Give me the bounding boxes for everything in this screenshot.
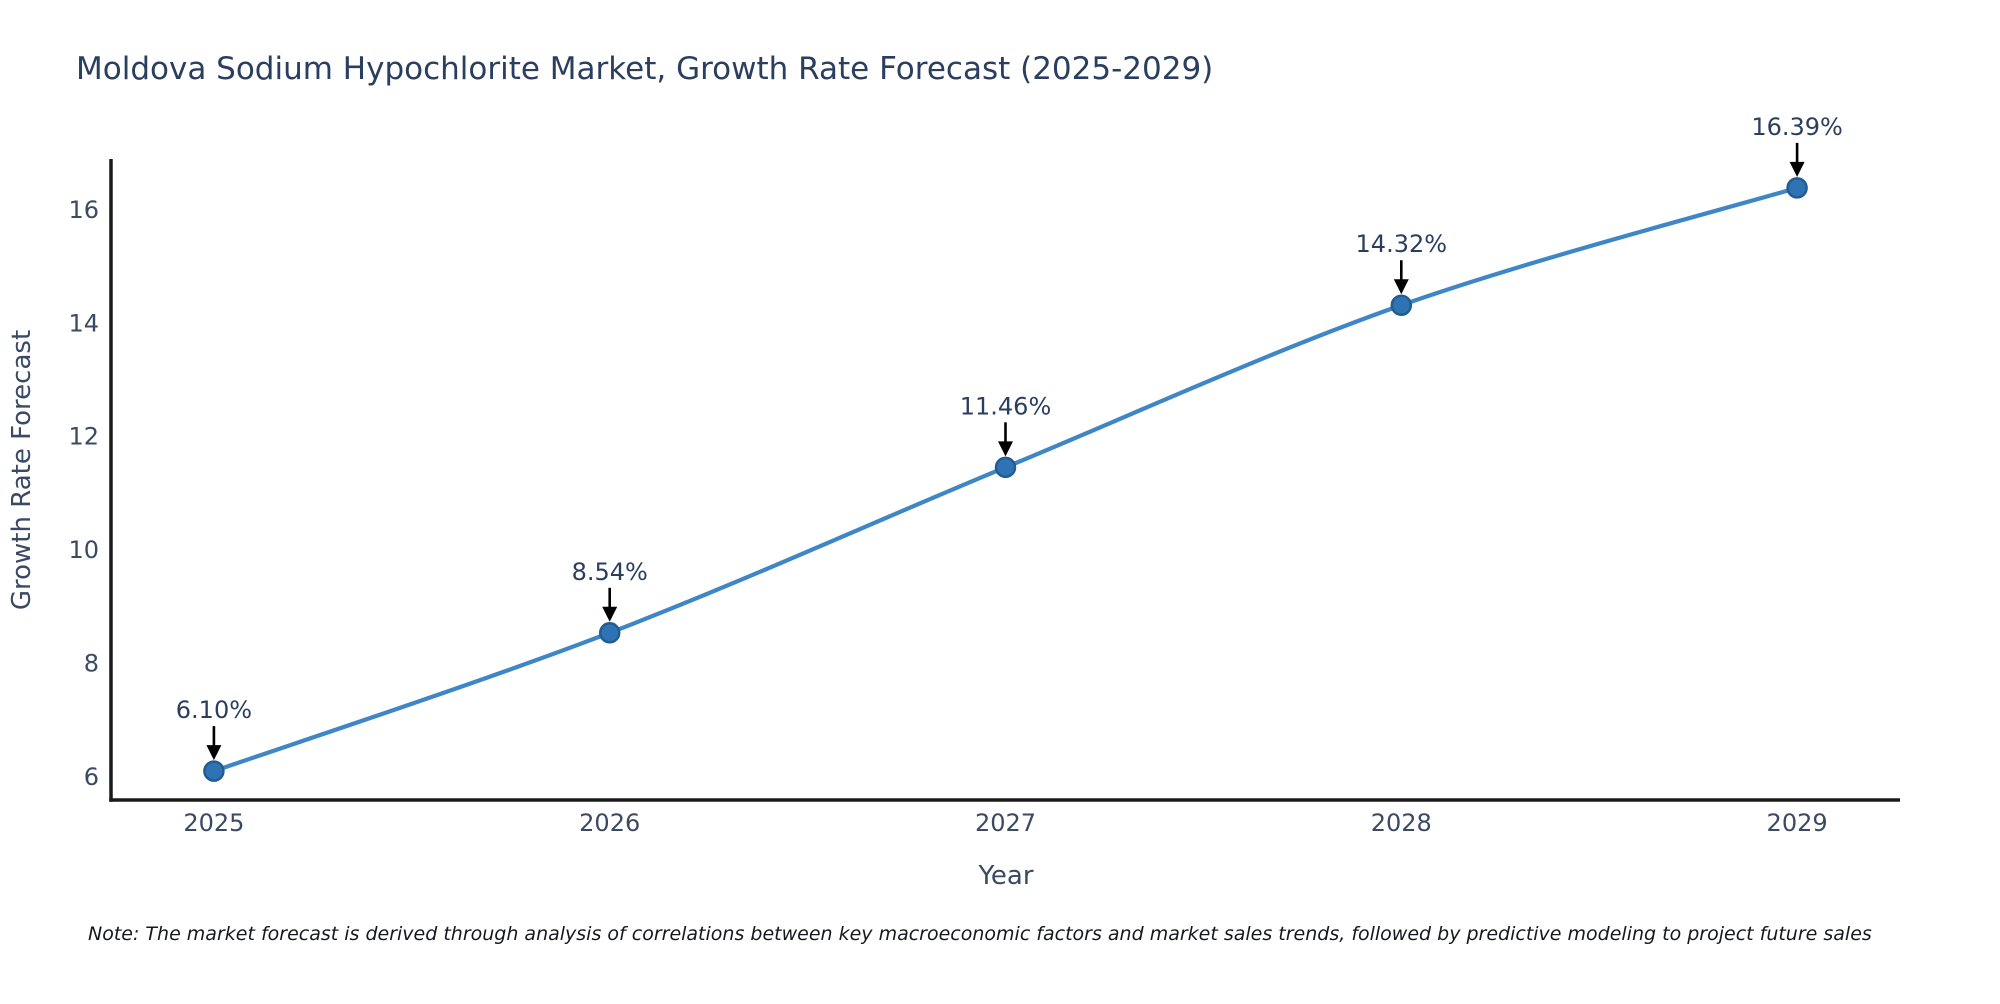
x-tick-label: 2029 bbox=[1767, 809, 1828, 837]
x-tick-label: 2027 bbox=[975, 809, 1036, 837]
data-point-marker bbox=[598, 622, 621, 644]
forecast-line-group bbox=[211, 185, 1800, 774]
x-tick-labels: 2025 2026 2027 2028 2029 bbox=[183, 809, 1827, 837]
data-point-label: 14.32% bbox=[1356, 230, 1448, 258]
data-point-label: 8.54% bbox=[572, 558, 648, 586]
axis-spines bbox=[109, 159, 1900, 802]
data-point-marker bbox=[1786, 177, 1808, 199]
y-tick-label: 8 bbox=[84, 649, 99, 677]
point-annotations: 6.10% 8.54% 11.46% 14.32% 16.39% bbox=[176, 113, 1843, 761]
annotation-arrow-head bbox=[998, 441, 1013, 457]
y-tick-label: 14 bbox=[68, 309, 99, 337]
y-tick-label: 16 bbox=[68, 196, 99, 224]
y-tick-labels: 6 8 10 12 14 16 bbox=[68, 196, 99, 791]
forecast-line bbox=[211, 185, 1800, 774]
data-point-marker bbox=[203, 760, 225, 782]
y-tick-label: 6 bbox=[84, 763, 99, 791]
y-tick-label: 10 bbox=[68, 536, 99, 564]
data-point-label: 16.39% bbox=[1751, 113, 1843, 141]
x-tick-label: 2026 bbox=[579, 809, 640, 837]
x-tick-label: 2028 bbox=[1371, 809, 1432, 837]
data-point-marker bbox=[1390, 294, 1413, 316]
y-tick-label: 12 bbox=[68, 423, 99, 451]
data-point-marker bbox=[994, 456, 1017, 479]
annotation-arrow-head bbox=[1393, 279, 1409, 295]
data-point-label: 6.10% bbox=[176, 696, 252, 724]
annotation-arrow-head bbox=[602, 606, 618, 622]
annotation-arrow-head bbox=[206, 745, 222, 761]
x-tick-label: 2025 bbox=[183, 809, 244, 837]
data-point-label: 11.46% bbox=[960, 392, 1052, 420]
x-axis-title: Year bbox=[977, 861, 1033, 891]
chart-title: Moldova Sodium Hypochlorite Market, Grow… bbox=[76, 51, 1213, 87]
annotation-arrow-head bbox=[1789, 161, 1805, 177]
y-axis-title: Growth Rate Forecast bbox=[7, 330, 37, 610]
data-point-markers bbox=[203, 177, 1808, 782]
footnote: Note: The market forecast is derived thr… bbox=[88, 923, 1872, 945]
